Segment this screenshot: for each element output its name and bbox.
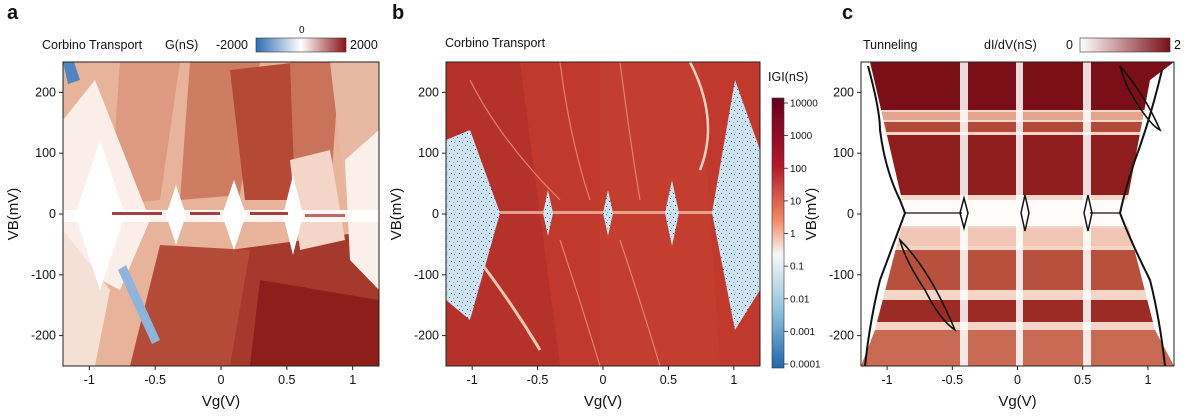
y-tick-label-c: -200 — [829, 329, 854, 343]
panel-c-title: Tunneling — [863, 38, 917, 52]
x-tick-label-c: -1 — [882, 373, 893, 387]
colorbar-b-tick-label: 0.0001 — [790, 360, 821, 371]
axes-a: -1 -0.5 0 0.5 1 200 100 0 -100 -200 Vg(V) VB(mV) — [5, 85, 356, 410]
x-tick-label-a: 0.5 — [278, 373, 295, 387]
y-tick-label-a: 100 — [35, 146, 56, 160]
x-axis-label-a: Vg(V) — [202, 393, 240, 410]
panel-c: c Tunneling dI/dV(nS) 0 2 — [803, 2, 1181, 410]
y-tick-label-c: -100 — [829, 268, 854, 282]
axes-b: -1 -0.5 0 0.5 1 200 100 0 -100 -200 Vg(V) VB(mV) — [388, 85, 737, 410]
x-tick-label-c: 1 — [1144, 373, 1151, 387]
x-tick-label-b: -1 — [467, 373, 478, 387]
x-tick-label-b: 1 — [730, 373, 737, 387]
y-tick-label-b: -100 — [414, 268, 439, 282]
y-tick-label-b: -200 — [414, 329, 439, 343]
colorbar-b-tick-label: 1000 — [790, 131, 813, 142]
colorbar-b-tick-label: 0.01 — [790, 294, 810, 305]
x-tick-label-a: -0.5 — [144, 373, 166, 387]
x-tick-label-b: 0 — [600, 373, 607, 387]
x-tick-label-c: -0.5 — [942, 373, 964, 387]
y-tick-label-c: 100 — [833, 146, 854, 160]
panel-b-colorbar-ticks: 10000 1000 100 10 1 0.1 0.01 0.001 0.0001 — [784, 99, 821, 371]
panel-c-colorbar-max: 2 — [1174, 38, 1181, 52]
panel-a-colorbar-max: 2000 — [350, 38, 378, 52]
x-tick-label-b: -0.5 — [527, 373, 549, 387]
y-tick-label-a: -200 — [31, 329, 56, 343]
y-tick-label-c: 0 — [847, 207, 854, 221]
panel-a-colorbar-label: G(nS) — [165, 38, 198, 52]
heatmap-a — [63, 62, 379, 366]
y-tick-label-b: 100 — [418, 146, 439, 160]
panel-label-c: c — [842, 2, 853, 24]
y-tick-label-c: 200 — [833, 85, 854, 99]
panel-a-colorbar-center: 0 — [299, 25, 305, 36]
y-axis-label-b: VB(mV) — [388, 188, 405, 241]
colorbar-b-tick-label: 0.001 — [790, 327, 815, 338]
panel-label-b: b — [392, 2, 404, 24]
axes-c: -1 -0.5 0 0.5 1 200 100 0 -100 -200 Vg(V) VB(mV) — [803, 85, 1151, 410]
x-tick-label-a: 1 — [349, 373, 356, 387]
colorbar-b-tick-label: 10000 — [790, 99, 818, 110]
colorbar-b-tick-label: 0.1 — [790, 262, 804, 273]
heatmap-c — [861, 62, 1174, 366]
panel-c-colorbar-min: 0 — [1066, 38, 1073, 52]
x-axis-label-c: Vg(V) — [998, 393, 1036, 410]
x-axis-label-b: Vg(V) — [584, 393, 622, 410]
x-tick-label-a: -1 — [84, 373, 95, 387]
panel-c-colorbar — [1079, 37, 1171, 53]
colorbar-b-tick-label: 10 — [790, 196, 802, 207]
panel-a-title: Corbino Transport — [42, 38, 143, 52]
panel-a: a Corbino Transport G(nS) -2000 0 2000 — [5, 2, 380, 410]
y-tick-label-a: 200 — [35, 85, 56, 99]
panel-b-colorbar — [771, 97, 785, 369]
x-tick-label-b: 0.5 — [660, 373, 677, 387]
panel-b-title: Corbino Transport — [445, 36, 546, 50]
panel-a-colorbar-min: -2000 — [216, 38, 248, 52]
panel-a-colorbar — [255, 37, 347, 53]
y-axis-label-c: VB(mV) — [803, 188, 820, 241]
y-tick-label-b: 0 — [432, 207, 439, 221]
colorbar-b-tick-label: 1 — [790, 229, 796, 240]
colorbar-b-tick-label: 100 — [790, 164, 807, 175]
y-tick-label-a: -100 — [31, 268, 56, 282]
x-tick-label-c: 0.5 — [1074, 373, 1091, 387]
panel-label-a: a — [7, 2, 19, 24]
heatmap-b — [446, 62, 760, 366]
panel-c-colorbar-label: dI/dV(nS) — [984, 38, 1037, 52]
x-tick-label-a: 0 — [218, 373, 225, 387]
y-axis-label-a: VB(mV) — [5, 188, 22, 241]
x-tick-label-c: 0 — [1014, 373, 1021, 387]
y-tick-label-b: 200 — [418, 85, 439, 99]
panel-b-colorbar-label: IGI(nS) — [768, 70, 808, 84]
y-tick-label-a: 0 — [49, 207, 56, 221]
